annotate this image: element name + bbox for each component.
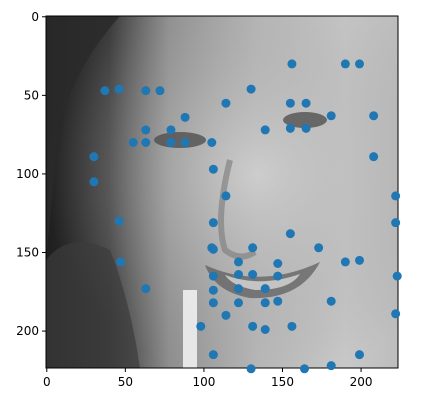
landmark-point	[355, 59, 364, 68]
landmark-point	[166, 125, 175, 134]
landmark-point	[302, 99, 311, 108]
landmark-point	[234, 298, 243, 307]
landmark-point	[196, 322, 205, 331]
landmark-point	[341, 257, 350, 266]
landmark-point	[141, 86, 150, 95]
landmark-point	[116, 257, 125, 266]
landmark-point	[393, 272, 402, 281]
landmark-point	[209, 286, 218, 295]
landmark-point	[209, 218, 218, 227]
landmark-point	[391, 309, 400, 318]
landmark-point	[155, 86, 164, 95]
landmark-point	[141, 138, 150, 147]
landmark-point	[261, 284, 270, 293]
landmark-point	[181, 113, 190, 122]
landmark-point	[166, 138, 175, 147]
landmark-point	[207, 138, 216, 147]
landmark-point	[287, 59, 296, 68]
landmark-point	[234, 270, 243, 279]
landmark-point	[341, 59, 350, 68]
landmark-point	[287, 322, 296, 331]
landmark-point	[89, 152, 98, 161]
landmark-point	[273, 259, 282, 268]
x-axis: 0 50 100 150 200	[43, 368, 373, 389]
landmark-point	[247, 364, 256, 373]
landmark-point	[141, 284, 150, 293]
landmark-point	[209, 350, 218, 359]
landmark-point	[221, 191, 230, 200]
landmark-point	[129, 138, 138, 147]
x-tick-label: 150	[271, 375, 294, 389]
landmark-point	[234, 284, 243, 293]
landmark-point	[286, 99, 295, 108]
landmark-point	[286, 124, 295, 133]
landmark-point	[327, 111, 336, 120]
landmark-point	[115, 85, 124, 94]
landmark-point	[141, 125, 150, 134]
y-axis: 0 50 100 150 200	[16, 10, 46, 338]
landmark-point	[209, 165, 218, 174]
landmark-point	[286, 229, 295, 238]
landmark-point	[273, 272, 282, 281]
landmark-point	[391, 218, 400, 227]
landmark-point	[221, 311, 230, 320]
landmark-point	[209, 245, 218, 254]
y-tick-label: 0	[31, 10, 39, 24]
landmark-point	[300, 364, 309, 373]
landmark-point	[261, 325, 270, 334]
landmark-point	[273, 297, 282, 306]
x-tick-label: 100	[192, 375, 215, 389]
landmark-point	[247, 85, 256, 94]
landmark-point	[327, 361, 336, 370]
x-tick-label: 200	[350, 375, 373, 389]
landmark-point	[248, 243, 257, 252]
landmark-point	[181, 138, 190, 147]
landmark-point	[248, 322, 257, 331]
x-tick-label: 0	[43, 375, 51, 389]
landmark-point	[355, 256, 364, 265]
landmark-point	[314, 243, 323, 252]
landmark-point	[327, 297, 336, 306]
landmark-point	[391, 191, 400, 200]
landmark-point	[100, 86, 109, 95]
landmark-point	[209, 272, 218, 281]
y-tick-label: 200	[16, 324, 39, 338]
landmark-point	[355, 350, 364, 359]
landmark-point	[115, 217, 124, 226]
landmark-point	[261, 125, 270, 134]
landmark-point	[234, 257, 243, 266]
y-tick-label: 150	[16, 246, 39, 260]
landmark-point	[248, 270, 257, 279]
landmark-point	[89, 177, 98, 186]
landmark-point	[302, 124, 311, 133]
landmark-point	[221, 99, 230, 108]
landmark-point	[261, 298, 270, 307]
x-tick-label: 50	[118, 375, 133, 389]
landmark-point	[369, 111, 378, 120]
landmark-point	[369, 152, 378, 161]
y-tick-label: 100	[16, 167, 39, 181]
landmark-point	[209, 298, 218, 307]
y-tick-label: 50	[24, 88, 39, 102]
